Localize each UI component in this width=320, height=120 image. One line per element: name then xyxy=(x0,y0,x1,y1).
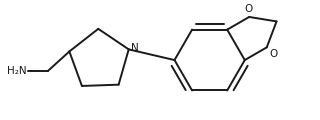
Text: N: N xyxy=(131,43,139,53)
Text: O: O xyxy=(270,49,278,59)
Text: H₂N: H₂N xyxy=(7,66,27,76)
Text: O: O xyxy=(244,4,252,14)
